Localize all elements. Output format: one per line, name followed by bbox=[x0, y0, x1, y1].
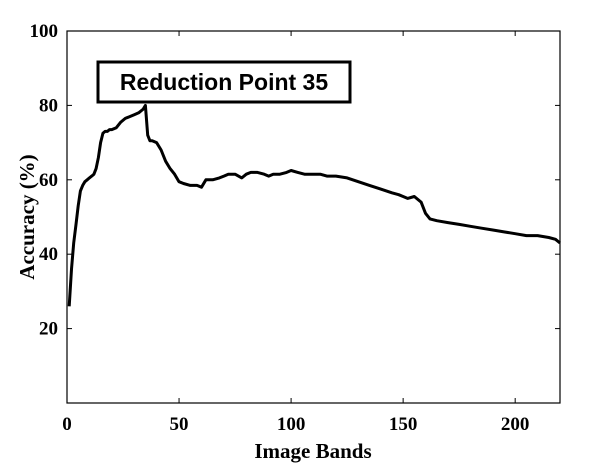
x-tick-label: 50 bbox=[170, 414, 189, 435]
x-tick-label: 150 bbox=[389, 414, 418, 435]
x-tick-label: 100 bbox=[277, 414, 306, 435]
accuracy-series-line bbox=[67, 103, 561, 307]
y-tick-label: 40 bbox=[39, 244, 58, 265]
plot-frame bbox=[66, 30, 561, 404]
y-axis-title: Accuracy (%) bbox=[15, 154, 39, 279]
y-tick-label: 20 bbox=[39, 319, 58, 340]
y-axis-ticks: 20 40 60 80 100 bbox=[30, 21, 560, 340]
x-tick-label: 200 bbox=[501, 414, 530, 435]
annotation-text: Reduction Point 35 bbox=[120, 69, 329, 95]
x-tick-label: 0 bbox=[62, 414, 72, 435]
x-axis-title: Image Bands bbox=[254, 439, 371, 463]
annotation-box: Reduction Point 35 bbox=[96, 60, 352, 104]
y-tick-label: 80 bbox=[39, 95, 58, 116]
y-tick-label: 60 bbox=[39, 170, 58, 191]
y-tick-label: 100 bbox=[30, 21, 59, 42]
